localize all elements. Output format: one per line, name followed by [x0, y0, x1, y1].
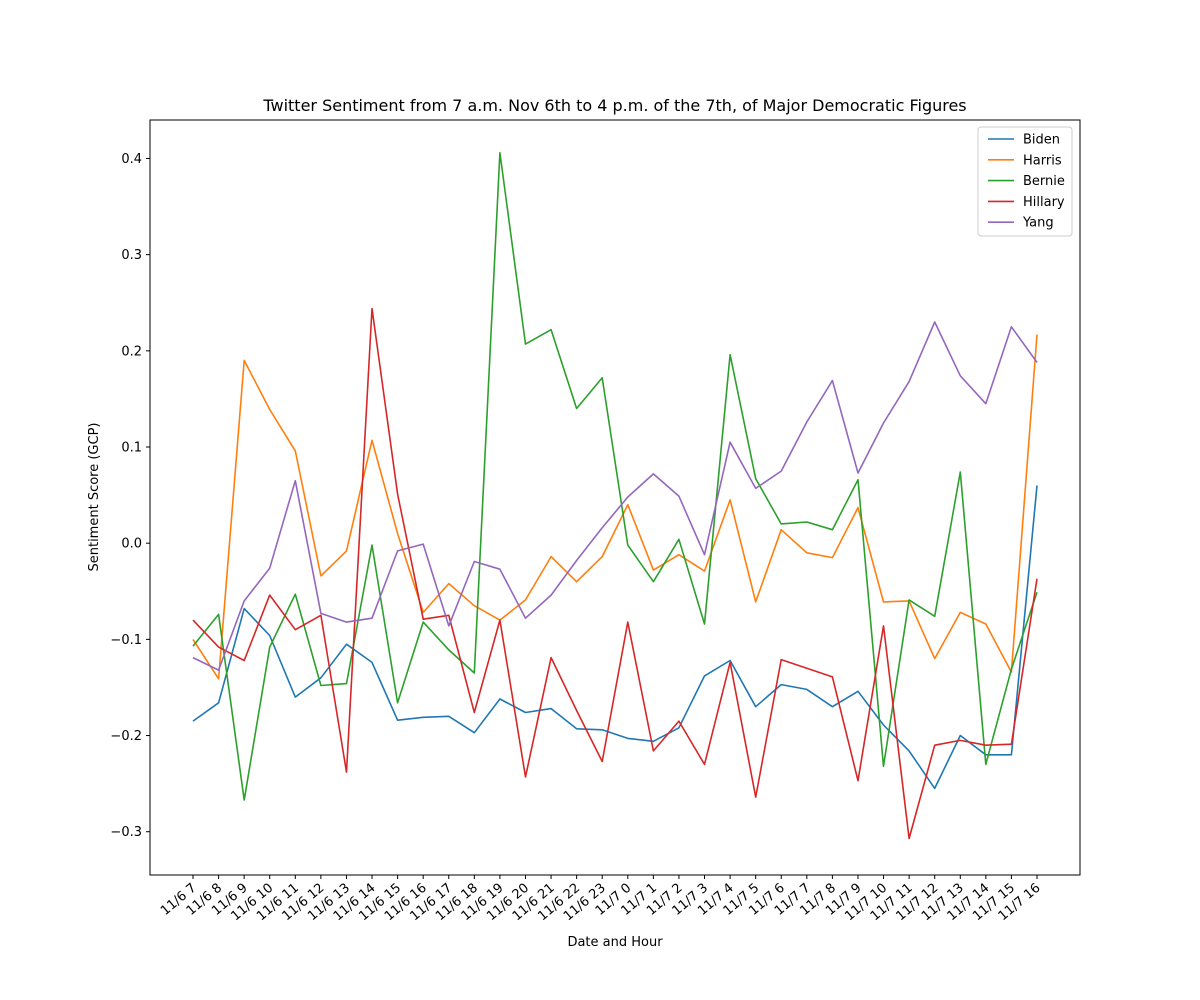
y-tick-label: −0.3 [110, 825, 142, 840]
y-tick-label: −0.2 [110, 729, 142, 744]
y-tick-label: 0.0 [121, 537, 142, 552]
plot-area [192, 151, 1038, 840]
legend: Biden Harris Bernie Hillary Yang [977, 126, 1073, 237]
legend-box [977, 126, 1073, 237]
legend-label: Hillary [1023, 195, 1065, 210]
y-tick-label: 0.4 [121, 152, 142, 167]
series-line-hillary [192, 307, 1038, 840]
series-line-harris [192, 334, 1038, 680]
legend-label: Yang [1022, 216, 1054, 231]
series-line-yang [192, 321, 1038, 671]
y-tick-label: −0.1 [110, 633, 142, 648]
series-line-bernie [192, 151, 1038, 801]
chart-title: Twitter Sentiment from 7 a.m. Nov 6th to… [262, 96, 966, 115]
y-tick-label: 0.2 [121, 344, 142, 359]
x-axis-title: Date and Hour [567, 935, 663, 950]
y-tick-label: 0.1 [121, 441, 142, 456]
legend-label: Biden [1023, 133, 1060, 148]
legend-label: Harris [1023, 153, 1062, 168]
plot-frame [149, 119, 1081, 876]
y-tick-label: 0.3 [121, 248, 142, 263]
y-axis-title: Sentiment Score (GCP) [87, 422, 102, 571]
legend-label: Bernie [1023, 174, 1065, 189]
